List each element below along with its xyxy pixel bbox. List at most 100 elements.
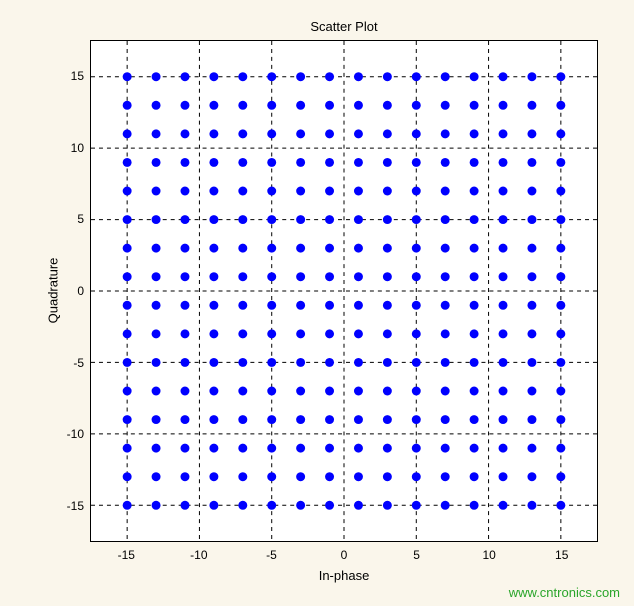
scatter-point <box>238 101 247 110</box>
scatter-point <box>267 301 276 310</box>
scatter-point <box>527 215 536 224</box>
scatter-point <box>383 444 392 453</box>
scatter-point <box>152 444 161 453</box>
scatter-point <box>267 358 276 367</box>
scatter-point <box>267 272 276 281</box>
scatter-point <box>354 472 363 481</box>
scatter-point <box>470 272 479 281</box>
scatter-point <box>325 72 334 81</box>
scatter-point <box>441 129 450 138</box>
scatter-point <box>325 187 334 196</box>
scatter-point <box>325 387 334 396</box>
scatter-point <box>556 444 565 453</box>
scatter-point <box>556 158 565 167</box>
scatter-point <box>123 301 132 310</box>
scatter-point <box>556 215 565 224</box>
scatter-point <box>412 472 421 481</box>
scatter-point <box>238 444 247 453</box>
scatter-point <box>470 215 479 224</box>
scatter-point <box>267 472 276 481</box>
scatter-point <box>325 215 334 224</box>
x-tick-label: -5 <box>266 548 277 562</box>
scatter-point <box>499 501 508 510</box>
scatter-point <box>412 415 421 424</box>
scatter-point <box>354 244 363 253</box>
scatter-point <box>412 215 421 224</box>
scatter-point <box>180 129 189 138</box>
scatter-point <box>527 501 536 510</box>
scatter-point <box>180 158 189 167</box>
scatter-point <box>296 272 305 281</box>
y-tick-label: 0 <box>77 284 84 298</box>
scatter-point <box>383 244 392 253</box>
scatter-point <box>354 215 363 224</box>
scatter-point <box>470 129 479 138</box>
scatter-point <box>123 244 132 253</box>
x-tick-label: 5 <box>413 548 420 562</box>
scatter-point <box>527 444 536 453</box>
scatter-point <box>209 187 218 196</box>
scatter-point <box>412 387 421 396</box>
scatter-point <box>354 387 363 396</box>
scatter-point <box>180 358 189 367</box>
scatter-point <box>527 129 536 138</box>
scatter-point <box>499 272 508 281</box>
scatter-point <box>556 187 565 196</box>
scatter-point <box>209 244 218 253</box>
scatter-point <box>152 101 161 110</box>
x-tick-label: -10 <box>190 548 207 562</box>
scatter-point <box>499 244 508 253</box>
scatter-point <box>180 301 189 310</box>
scatter-point <box>296 244 305 253</box>
scatter-point <box>556 72 565 81</box>
scatter-point <box>441 415 450 424</box>
scatter-point <box>123 358 132 367</box>
scatter-point <box>123 129 132 138</box>
scatter-point <box>383 101 392 110</box>
scatter-point <box>296 444 305 453</box>
scatter-point <box>152 187 161 196</box>
plot-surface <box>91 41 597 541</box>
scatter-point <box>499 329 508 338</box>
scatter-point <box>412 358 421 367</box>
scatter-point <box>441 472 450 481</box>
scatter-point <box>383 72 392 81</box>
scatter-point <box>180 501 189 510</box>
scatter-point <box>123 215 132 224</box>
scatter-point <box>238 215 247 224</box>
scatter-point <box>470 501 479 510</box>
scatter-point <box>238 301 247 310</box>
scatter-plot-axes: Scatter Plot <box>90 40 598 542</box>
scatter-point <box>527 72 536 81</box>
scatter-point <box>383 329 392 338</box>
scatter-point <box>267 215 276 224</box>
scatter-point <box>441 387 450 396</box>
scatter-point <box>238 358 247 367</box>
scatter-point <box>123 415 132 424</box>
scatter-point <box>209 301 218 310</box>
scatter-point <box>499 101 508 110</box>
scatter-point <box>238 472 247 481</box>
scatter-point <box>267 387 276 396</box>
plot-title: Scatter Plot <box>91 19 597 34</box>
scatter-point <box>383 387 392 396</box>
scatter-point <box>152 415 161 424</box>
y-tick-label: -15 <box>67 499 84 513</box>
scatter-point <box>556 358 565 367</box>
scatter-point <box>296 387 305 396</box>
scatter-point <box>123 472 132 481</box>
scatter-point <box>180 272 189 281</box>
scatter-point <box>325 244 334 253</box>
scatter-point <box>267 72 276 81</box>
scatter-point <box>354 158 363 167</box>
scatter-point <box>209 158 218 167</box>
scatter-point <box>180 472 189 481</box>
scatter-point <box>152 501 161 510</box>
scatter-point <box>527 301 536 310</box>
scatter-point <box>354 187 363 196</box>
scatter-point <box>354 444 363 453</box>
scatter-point <box>527 387 536 396</box>
scatter-point <box>499 158 508 167</box>
y-tick-label: 15 <box>71 69 84 83</box>
x-tick-label: 0 <box>341 548 348 562</box>
